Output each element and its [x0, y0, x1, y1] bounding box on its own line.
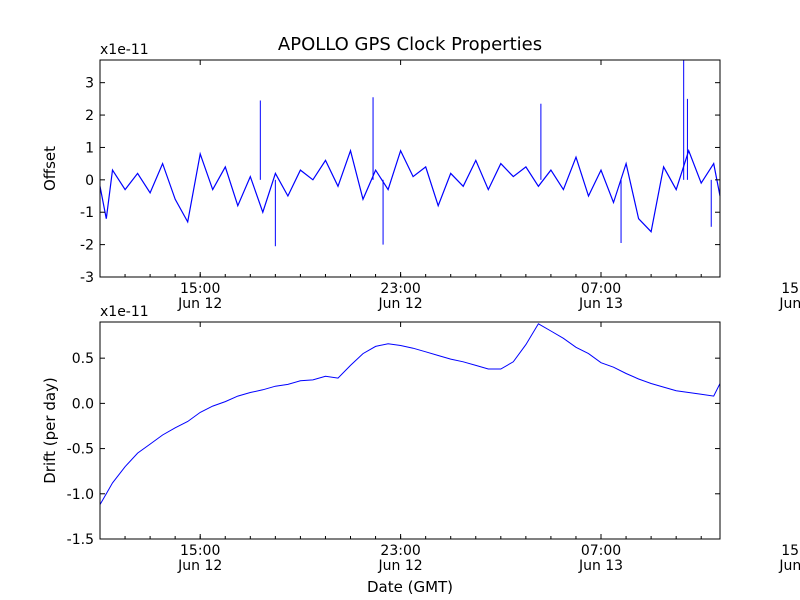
offset-ytick-label: -1	[80, 205, 94, 221]
drift-xtick-date: Jun 12	[378, 558, 423, 574]
drift-ytick-label: 0.5	[72, 351, 94, 367]
offset-xtick-date: Jun 13	[578, 296, 623, 312]
offset-series-line	[99, 148, 721, 233]
drift-xtick-time: 15:00	[781, 543, 800, 559]
offset-xtick-time: 15:00	[781, 281, 800, 297]
drift-ytick-label: -0.5	[67, 442, 94, 458]
offset-ytick-label: -2	[80, 238, 94, 254]
drift-ytick-label: 0.0	[72, 396, 94, 412]
offset-xtick-time: 15:00	[180, 281, 220, 297]
drift-xtick-date: Jun 13	[578, 558, 623, 574]
offset-y-axis-label: Offset	[41, 146, 59, 191]
drift-ytick-label: -1.5	[67, 532, 94, 548]
offset-ytick-label: 2	[85, 108, 94, 124]
drift-ytick-label: -1.0	[67, 487, 94, 503]
drift-xtick-time: 15:00	[180, 543, 220, 559]
offset-ytick-label: 3	[85, 76, 94, 92]
drift-xtick-date: Jun 13	[778, 558, 800, 574]
offset-ytick-label: 1	[85, 140, 94, 156]
offset-xtick-time: 07:00	[581, 281, 621, 297]
offset-xtick-date: Jun 13	[778, 296, 800, 312]
drift-y-axis-label: Drift (per day)	[41, 377, 59, 484]
drift-xtick-time: 07:00	[581, 543, 621, 559]
offset-ytick-label: -3	[80, 270, 94, 286]
x-axis-label: Date (GMT)	[367, 578, 453, 596]
offset-plot-frame	[99, 59, 721, 278]
drift-series-line	[99, 323, 721, 505]
drift-xtick-time: 23:00	[380, 543, 420, 559]
offset-xtick-date: Jun 12	[177, 296, 222, 312]
figure-title: APOLLO GPS Clock Properties	[278, 34, 542, 55]
drift-xtick-date: Jun 12	[177, 558, 222, 574]
drift-plot-frame	[99, 321, 721, 540]
offset-ytick-label: 0	[85, 173, 94, 189]
offset-scale-label: x1e-11	[100, 42, 149, 58]
offset-xtick-date: Jun 12	[378, 296, 423, 312]
offset-xtick-time: 23:00	[380, 281, 420, 297]
drift-scale-label: x1e-11	[100, 304, 149, 320]
